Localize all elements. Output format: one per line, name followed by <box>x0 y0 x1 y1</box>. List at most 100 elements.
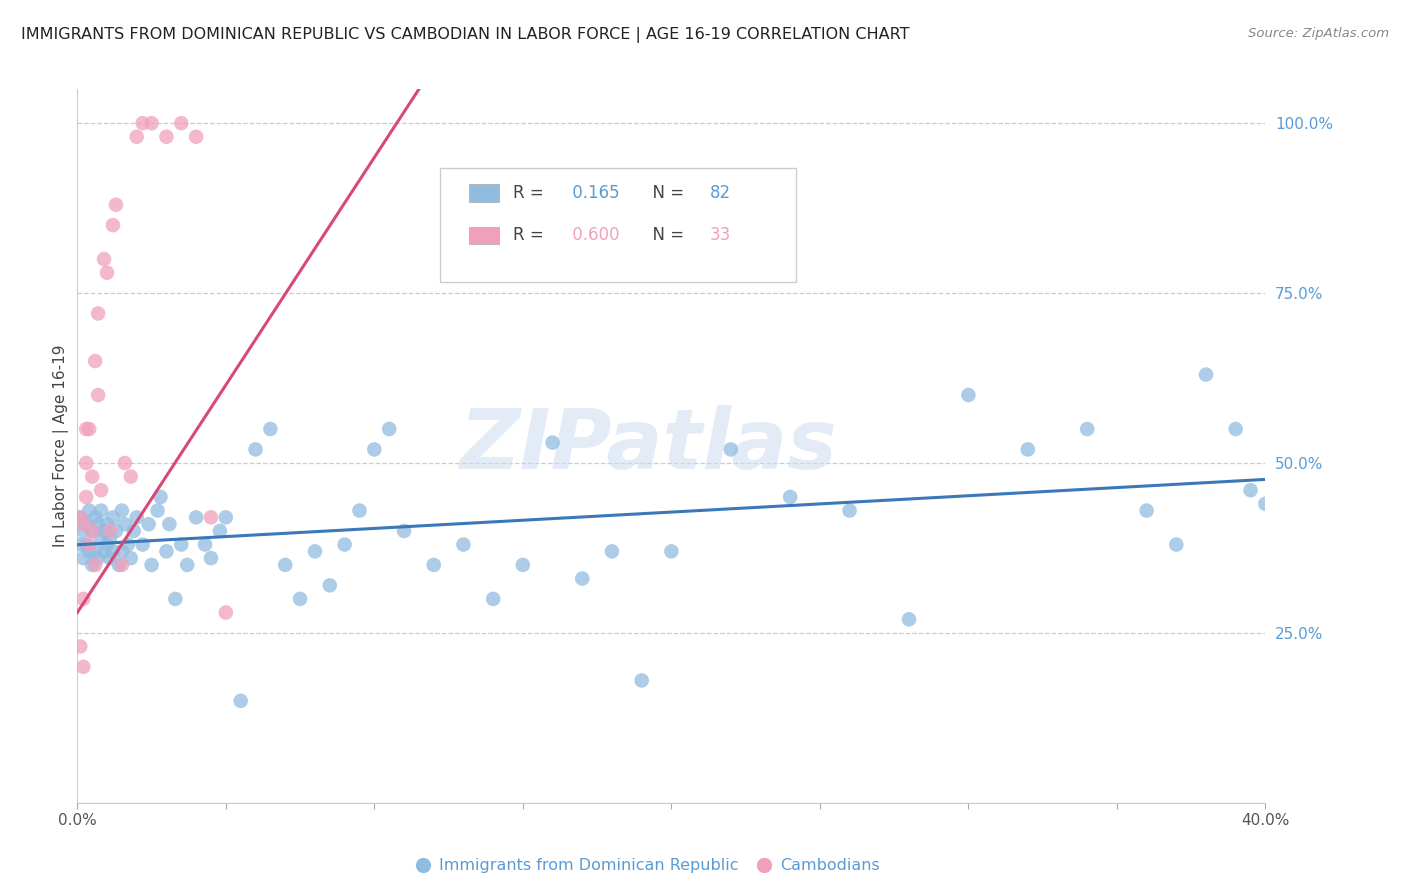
Point <box>93 524 115 538</box>
Point <box>363 442 385 457</box>
Point <box>155 544 177 558</box>
Point <box>96 517 118 532</box>
Point <box>69 640 91 654</box>
Point <box>75 490 97 504</box>
Point <box>69 510 91 524</box>
Point <box>69 537 91 551</box>
Point <box>957 388 980 402</box>
Point <box>120 469 142 483</box>
Point <box>90 531 112 545</box>
Point <box>541 435 564 450</box>
Point <box>84 354 107 368</box>
Point <box>72 591 94 606</box>
Point <box>453 537 475 551</box>
Point <box>1166 537 1188 551</box>
Point <box>170 116 193 130</box>
Text: N =: N = <box>641 184 689 202</box>
Point <box>117 537 139 551</box>
Point <box>720 442 742 457</box>
Point <box>779 490 801 504</box>
Point <box>120 551 142 566</box>
Point <box>200 510 222 524</box>
Point <box>114 456 136 470</box>
Point <box>288 591 311 606</box>
Point <box>423 558 446 572</box>
Point <box>96 266 118 280</box>
Point <box>104 524 127 538</box>
Point <box>138 517 160 532</box>
Point <box>512 558 534 572</box>
Text: ZIPatlas: ZIPatlas <box>458 406 837 486</box>
Point <box>215 510 238 524</box>
Y-axis label: In Labor Force | Age 16-19: In Labor Force | Age 16-19 <box>53 344 69 548</box>
Point <box>259 422 281 436</box>
FancyBboxPatch shape <box>470 184 499 202</box>
Point <box>319 578 342 592</box>
Point <box>333 537 356 551</box>
Point <box>72 524 94 538</box>
Point <box>75 517 97 532</box>
Point <box>104 198 127 212</box>
Point <box>165 591 187 606</box>
Point <box>72 660 94 674</box>
Point <box>69 510 91 524</box>
Point <box>482 591 505 606</box>
Point <box>101 218 124 232</box>
Text: 0.600: 0.600 <box>567 227 619 244</box>
Point <box>87 388 110 402</box>
Point <box>77 537 100 551</box>
Point <box>1195 368 1218 382</box>
Point <box>600 544 623 558</box>
Point <box>131 116 153 130</box>
Point <box>77 503 100 517</box>
Point <box>75 456 97 470</box>
Point <box>1225 422 1247 436</box>
FancyBboxPatch shape <box>440 168 796 282</box>
Point <box>149 490 172 504</box>
Text: IMMIGRANTS FROM DOMINICAN REPUBLIC VS CAMBODIAN IN LABOR FORCE | AGE 16-19 CORRE: IMMIGRANTS FROM DOMINICAN REPUBLIC VS CA… <box>21 27 910 43</box>
Point <box>77 422 100 436</box>
Point <box>1017 442 1039 457</box>
Point <box>304 544 326 558</box>
Point <box>87 517 110 532</box>
Point <box>176 558 198 572</box>
Text: Source: ZipAtlas.com: Source: ZipAtlas.com <box>1249 27 1389 40</box>
Point <box>131 537 153 551</box>
Point <box>108 558 131 572</box>
Point <box>111 544 134 558</box>
Point <box>111 558 134 572</box>
Point <box>101 510 124 524</box>
Point <box>101 544 124 558</box>
Point <box>96 537 118 551</box>
Point <box>200 551 222 566</box>
Point <box>838 503 860 517</box>
Point <box>82 524 104 538</box>
Point <box>84 510 107 524</box>
Text: R =: R = <box>513 184 550 202</box>
Point <box>75 422 97 436</box>
Point <box>898 612 921 626</box>
Point <box>84 544 107 558</box>
Point <box>245 442 267 457</box>
Point <box>98 551 121 566</box>
Point <box>82 558 104 572</box>
Point <box>93 544 115 558</box>
Point <box>1076 422 1098 436</box>
Point <box>661 544 683 558</box>
Point <box>274 558 297 572</box>
Point <box>122 524 145 538</box>
Point <box>186 129 208 144</box>
Point <box>90 503 112 517</box>
Point <box>215 606 238 620</box>
Point <box>229 694 252 708</box>
Point <box>630 673 652 688</box>
Point <box>349 503 371 517</box>
Point <box>114 517 136 532</box>
Text: 82: 82 <box>710 184 731 202</box>
Point <box>93 252 115 266</box>
Point <box>1136 503 1159 517</box>
Point <box>125 510 148 524</box>
Point <box>125 129 148 144</box>
Point <box>155 129 177 144</box>
Point <box>378 422 401 436</box>
